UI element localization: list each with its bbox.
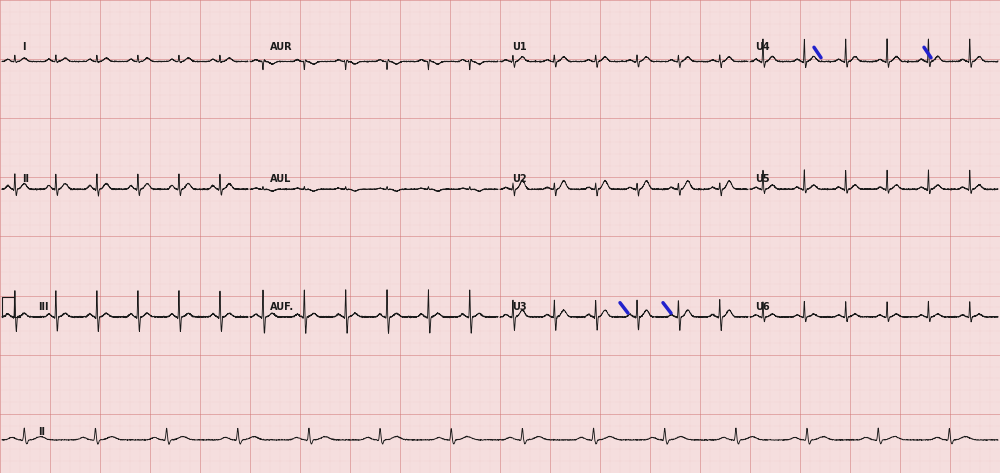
Text: U2: U2	[512, 174, 527, 184]
Text: U6: U6	[755, 302, 770, 312]
Text: U4: U4	[755, 42, 770, 52]
Text: U3: U3	[512, 302, 527, 312]
Text: II: II	[38, 427, 45, 437]
Text: II: II	[22, 174, 29, 184]
Text: AUF.: AUF.	[270, 302, 294, 312]
Text: I: I	[22, 42, 26, 52]
Text: AUR: AUR	[270, 42, 293, 52]
Text: AUL: AUL	[270, 174, 291, 184]
Text: U5: U5	[755, 174, 770, 184]
Text: U1: U1	[512, 42, 527, 52]
Text: III: III	[38, 302, 48, 312]
